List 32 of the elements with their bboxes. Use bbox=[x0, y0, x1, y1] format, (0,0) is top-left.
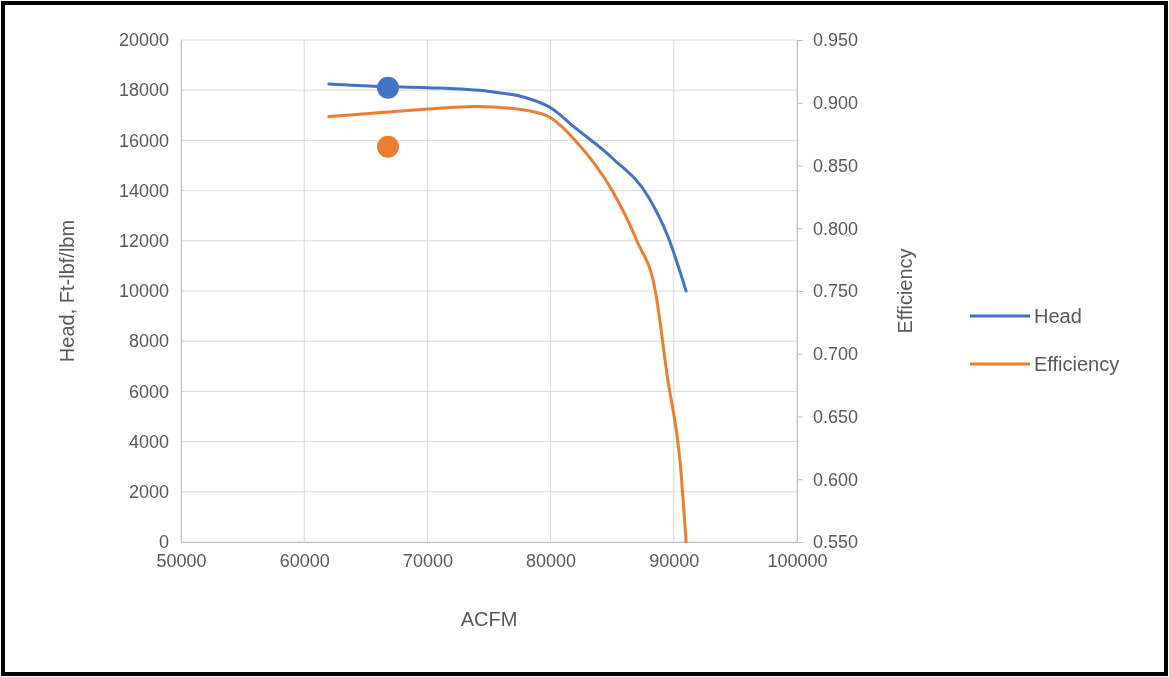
y-tick-label: 20000 bbox=[118, 30, 169, 51]
y-tick-label: 18000 bbox=[118, 80, 169, 101]
y-tick-label: 12000 bbox=[118, 231, 169, 252]
x-tick-label: 70000 bbox=[402, 550, 453, 571]
y2-axis-title: Efficiency bbox=[894, 248, 916, 334]
y-tick-label: 4000 bbox=[128, 431, 169, 452]
x-tick-label: 90000 bbox=[649, 550, 700, 571]
y2-tick-label: 0.800 bbox=[813, 218, 859, 239]
y2-tick-label: 0.600 bbox=[813, 469, 859, 490]
y2-tick-label: 0.900 bbox=[813, 93, 859, 114]
y-axis-title: Head, Ft-lbf/lbm bbox=[56, 219, 78, 363]
x-axis-title: ACFM bbox=[460, 608, 518, 630]
line-series bbox=[327, 105, 688, 544]
y-tick-label: 6000 bbox=[128, 381, 169, 402]
y-tick-label: 0 bbox=[158, 532, 169, 553]
y-tick-label: 16000 bbox=[118, 130, 169, 151]
y-tick-label: 2000 bbox=[128, 482, 169, 503]
y-tick-label: 8000 bbox=[128, 331, 169, 352]
y2-tick-label: 0.750 bbox=[813, 281, 859, 302]
x-tick-label: 80000 bbox=[526, 550, 577, 571]
legend-label: Efficiency bbox=[1034, 353, 1120, 375]
y-tick-label: 10000 bbox=[118, 281, 169, 302]
legend-label: Head bbox=[1034, 305, 1082, 327]
y2-tick-label: 0.850 bbox=[813, 155, 859, 176]
y2-tick-label: 0.650 bbox=[813, 406, 859, 427]
x-tick-label: 100000 bbox=[767, 550, 828, 571]
x-tick-label: 60000 bbox=[279, 550, 330, 571]
x-tick-label: 50000 bbox=[156, 550, 207, 571]
y2-tick-label: 0.550 bbox=[813, 532, 859, 553]
y2-tick-label: 0.700 bbox=[813, 344, 859, 365]
y2-tick-label: 0.950 bbox=[813, 30, 859, 51]
y-tick-label: 14000 bbox=[118, 180, 169, 201]
